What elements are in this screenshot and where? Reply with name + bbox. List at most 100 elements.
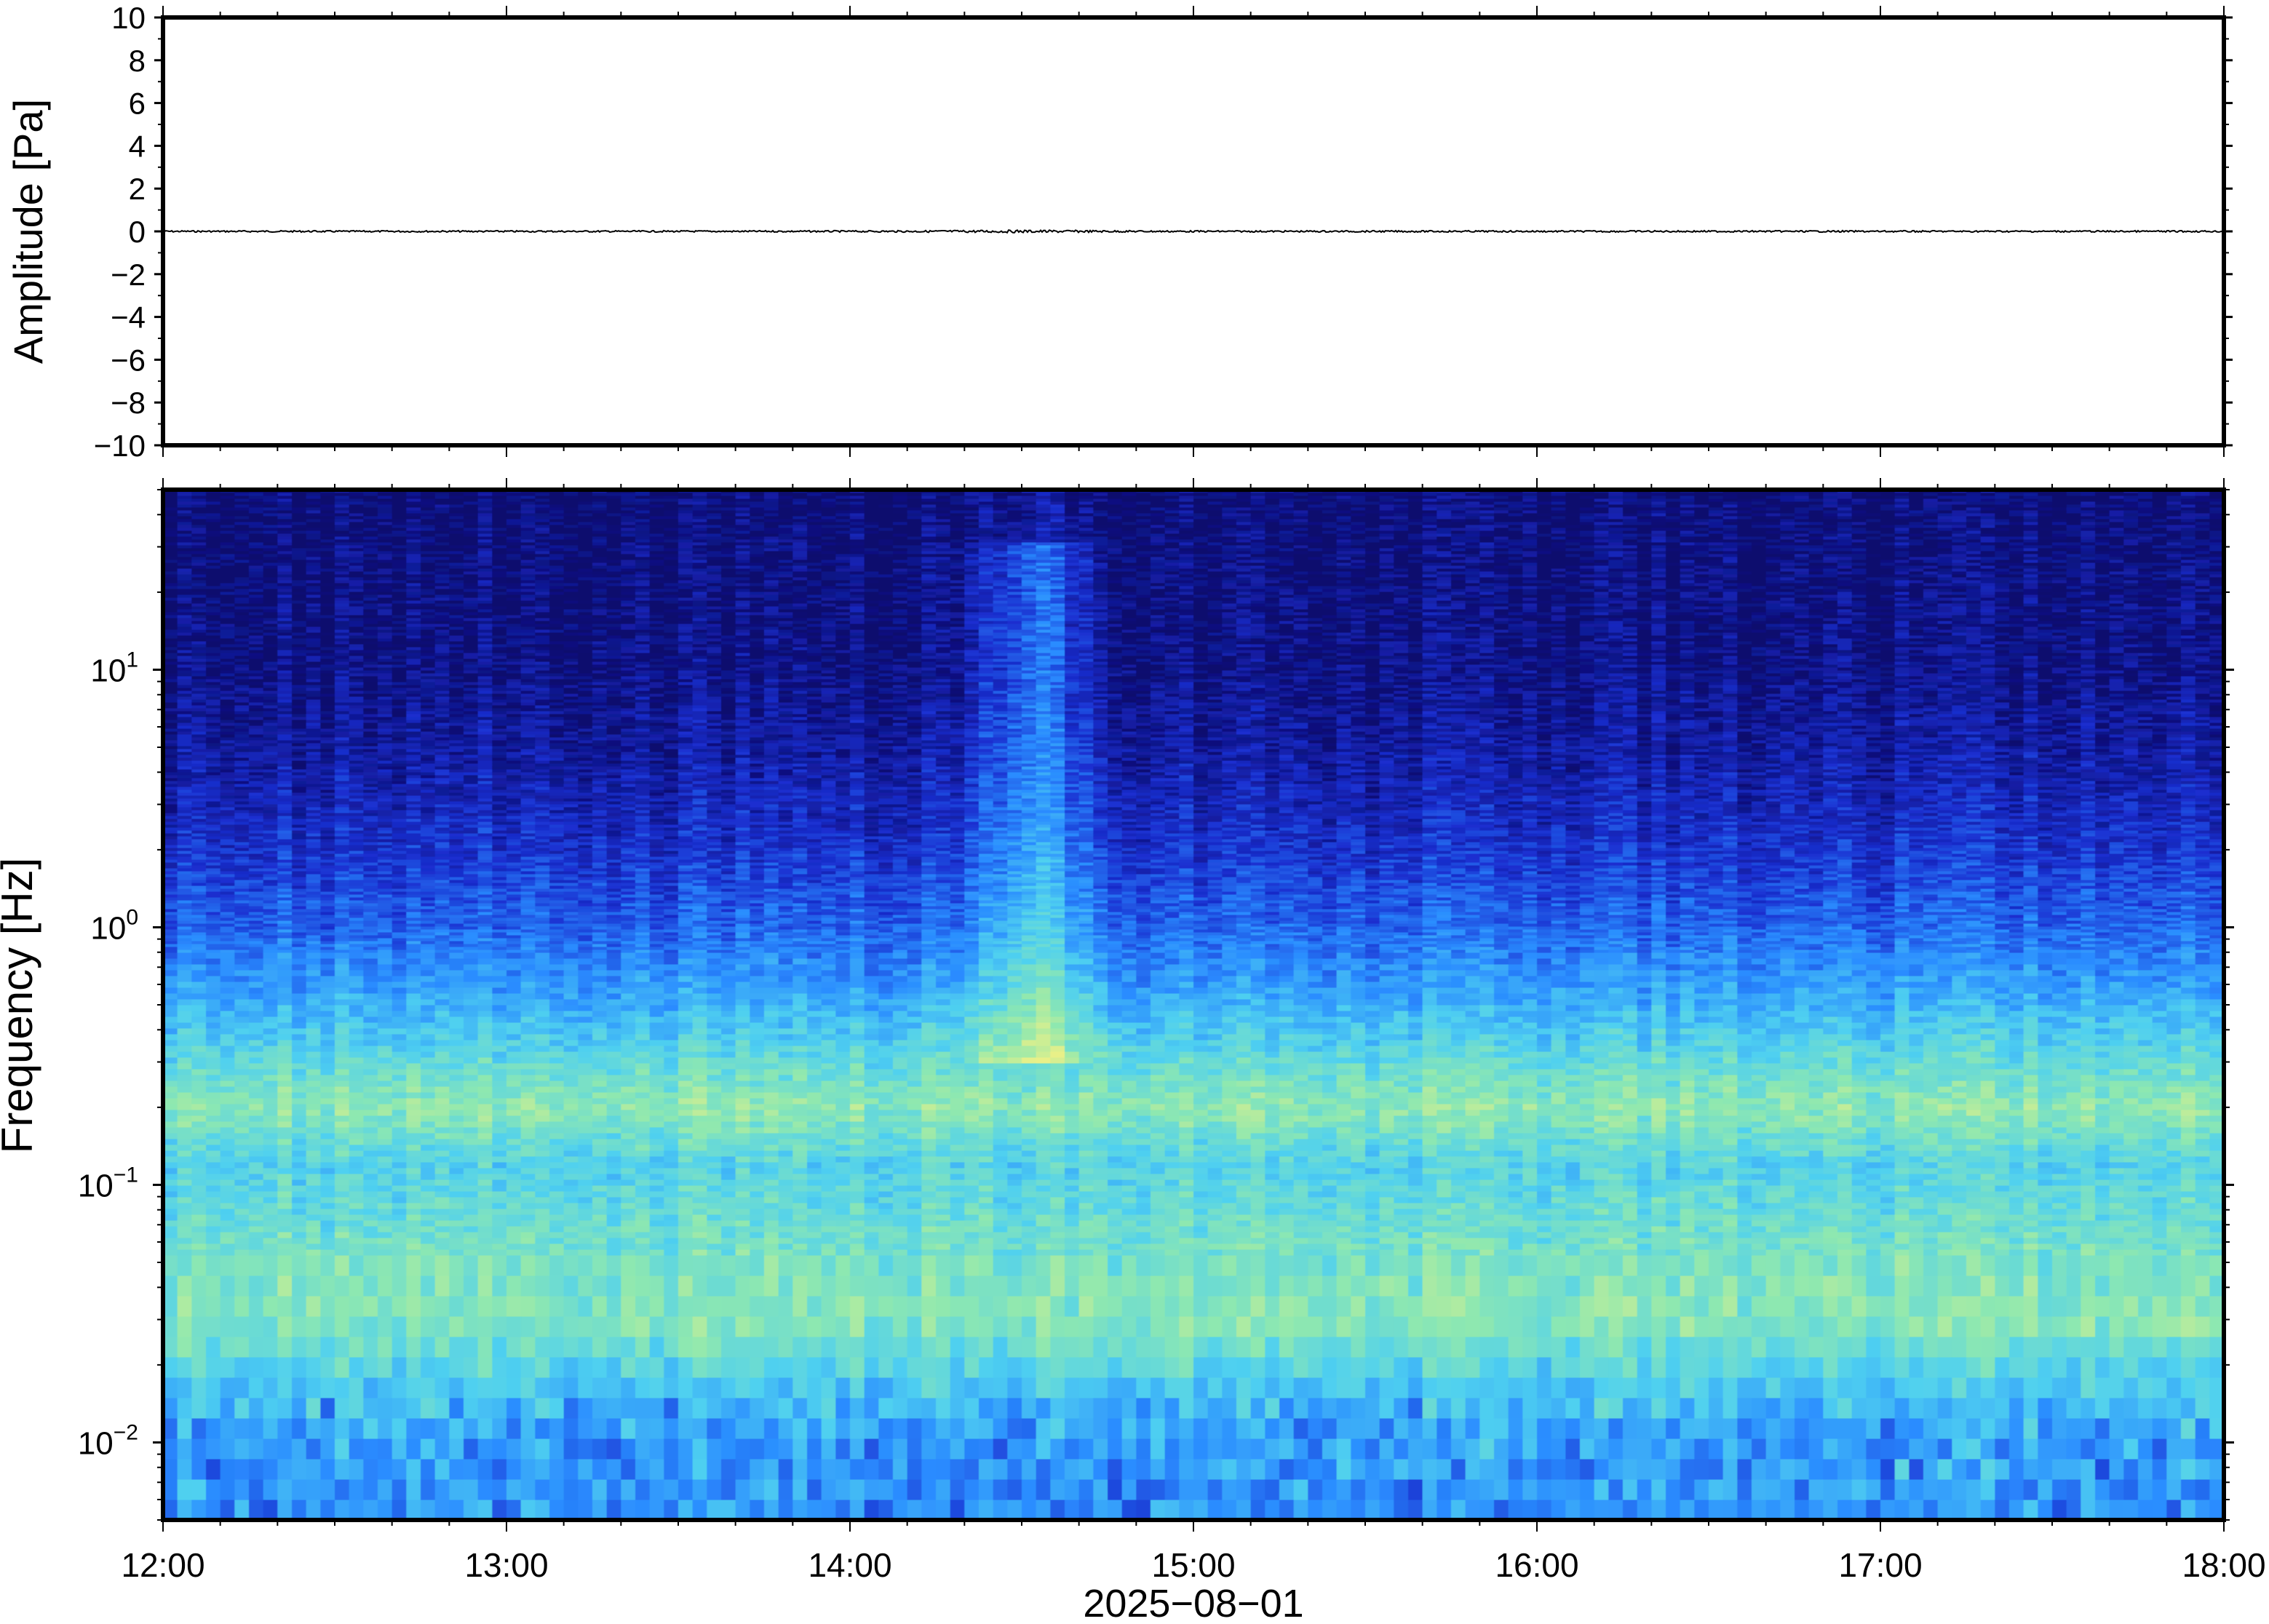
spectrogram-cell [320,693,335,697]
spectrogram-cell [249,560,263,563]
spectrogram-cell [206,618,220,621]
spectrogram-cell [191,568,206,572]
spectrogram-cell [234,1162,249,1169]
spectrogram-cell [292,932,306,936]
spectrogram-cell [349,708,364,712]
spectrogram-cell [220,752,235,755]
spectrogram-cell [191,690,206,694]
spectrogram-cell [349,1127,364,1134]
spectrogram-cell [206,600,220,604]
spectrogram-cell [277,1040,292,1046]
spectrogram-cell [163,574,178,578]
spectrogram-cell [206,1185,220,1192]
spectrogram-cell [320,1156,335,1163]
spectrogram-cell [249,1028,263,1035]
spectrogram-cell [320,670,335,674]
spectrogram-cell [306,888,321,892]
spectrogram-cell [234,1255,249,1276]
spectrogram-cell [320,583,335,586]
spectrogram-cell [249,929,263,933]
spectrogram-cell [277,833,292,837]
spectrogram-cell [349,976,364,982]
spectrogram-cell [178,926,192,930]
spectrogram-cell [292,853,306,857]
spectrogram-cell [234,498,249,502]
spectrogram-cell [163,952,178,959]
spectrogram-cell [206,897,220,901]
spectrogram-cell [349,952,364,959]
spectrogram-cell [249,947,263,950]
spectrogram-cell [234,766,249,770]
spectrogram-cell [335,923,349,927]
spectrogram-cell [320,746,335,749]
spectrogram-cell [191,1069,206,1075]
spectrogram-cell [163,1249,178,1256]
spectrogram-cell [163,714,178,717]
spectrogram-cell [349,1034,364,1040]
spectrogram-cell [349,1316,364,1337]
spectrogram-cell [163,670,178,674]
spectrogram-cell [191,743,206,747]
spectrogram-cell [249,565,263,569]
spectrogram-cell [349,1011,364,1017]
spectrogram-cell [249,877,263,880]
spectrogram-cell [335,638,349,642]
spectrogram-cell [163,661,178,665]
spectrogram-cell [349,1022,364,1029]
spectrogram-cell [306,708,321,712]
spectrogram-cell [306,1016,321,1023]
spectrogram-cell [277,571,292,575]
spectrogram-cell [349,562,364,566]
spectrogram-cell [206,609,220,613]
spectrogram-cell [349,1063,364,1070]
spectrogram-cell [277,586,292,589]
spectrogram-cell [206,551,220,554]
spectrogram-cell [234,629,249,633]
spectrogram-cell [178,621,192,624]
spectrogram-cell [206,624,220,627]
spectrogram-cell [178,641,192,645]
spectrogram-cell [234,1121,249,1128]
spectrogram-cell [263,1168,278,1174]
spectrogram-cell [306,693,321,697]
spectrogram-cell [335,679,349,682]
spectrogram-cell [306,1034,321,1040]
spectrogram-cell [163,1028,178,1035]
spectrogram-cell [163,507,178,511]
spectrogram-cell [263,664,278,668]
spectrogram-cell [178,679,192,682]
spectrogram-cell [206,699,220,703]
spectrogram-cell [349,894,364,898]
spectrogram-cell [277,708,292,712]
spectrogram-cell [234,1011,249,1017]
spectrogram-cell [349,816,364,819]
spectrogram-cell [277,632,292,636]
spectrogram-cell [206,644,220,648]
spectrogram-cell [178,859,192,863]
spectrogram-cell [191,641,206,645]
spectrogram-cell [349,580,364,584]
spectrogram-cell [249,950,263,953]
spectrogram-cell [234,757,249,761]
spectrogram-cell [292,1238,306,1244]
spectrogram-cell [206,1249,220,1256]
spectrogram-cell [306,1057,321,1064]
spectrogram-cell [163,804,178,808]
spectrogram-cell [163,842,178,845]
spectrogram-cell [206,1092,220,1099]
spectrogram-cell [292,493,306,496]
spectrogram-cell [249,987,263,994]
spectrogram-cell [292,746,306,749]
spectrogram-cell [206,749,220,752]
spectrogram-cell [249,775,263,779]
spectrogram-cell [220,999,235,1006]
spectrogram-cell [320,653,335,656]
spectrogram-cell [349,920,364,924]
spectrogram-cell [206,769,220,773]
spectrogram-cell [220,621,235,624]
spectrogram-cell [163,528,178,531]
spectrogram-cell [178,650,192,653]
spectrogram-cell [306,1209,321,1215]
spectrogram-cell [220,915,235,918]
spectrogram-cell [306,1063,321,1070]
